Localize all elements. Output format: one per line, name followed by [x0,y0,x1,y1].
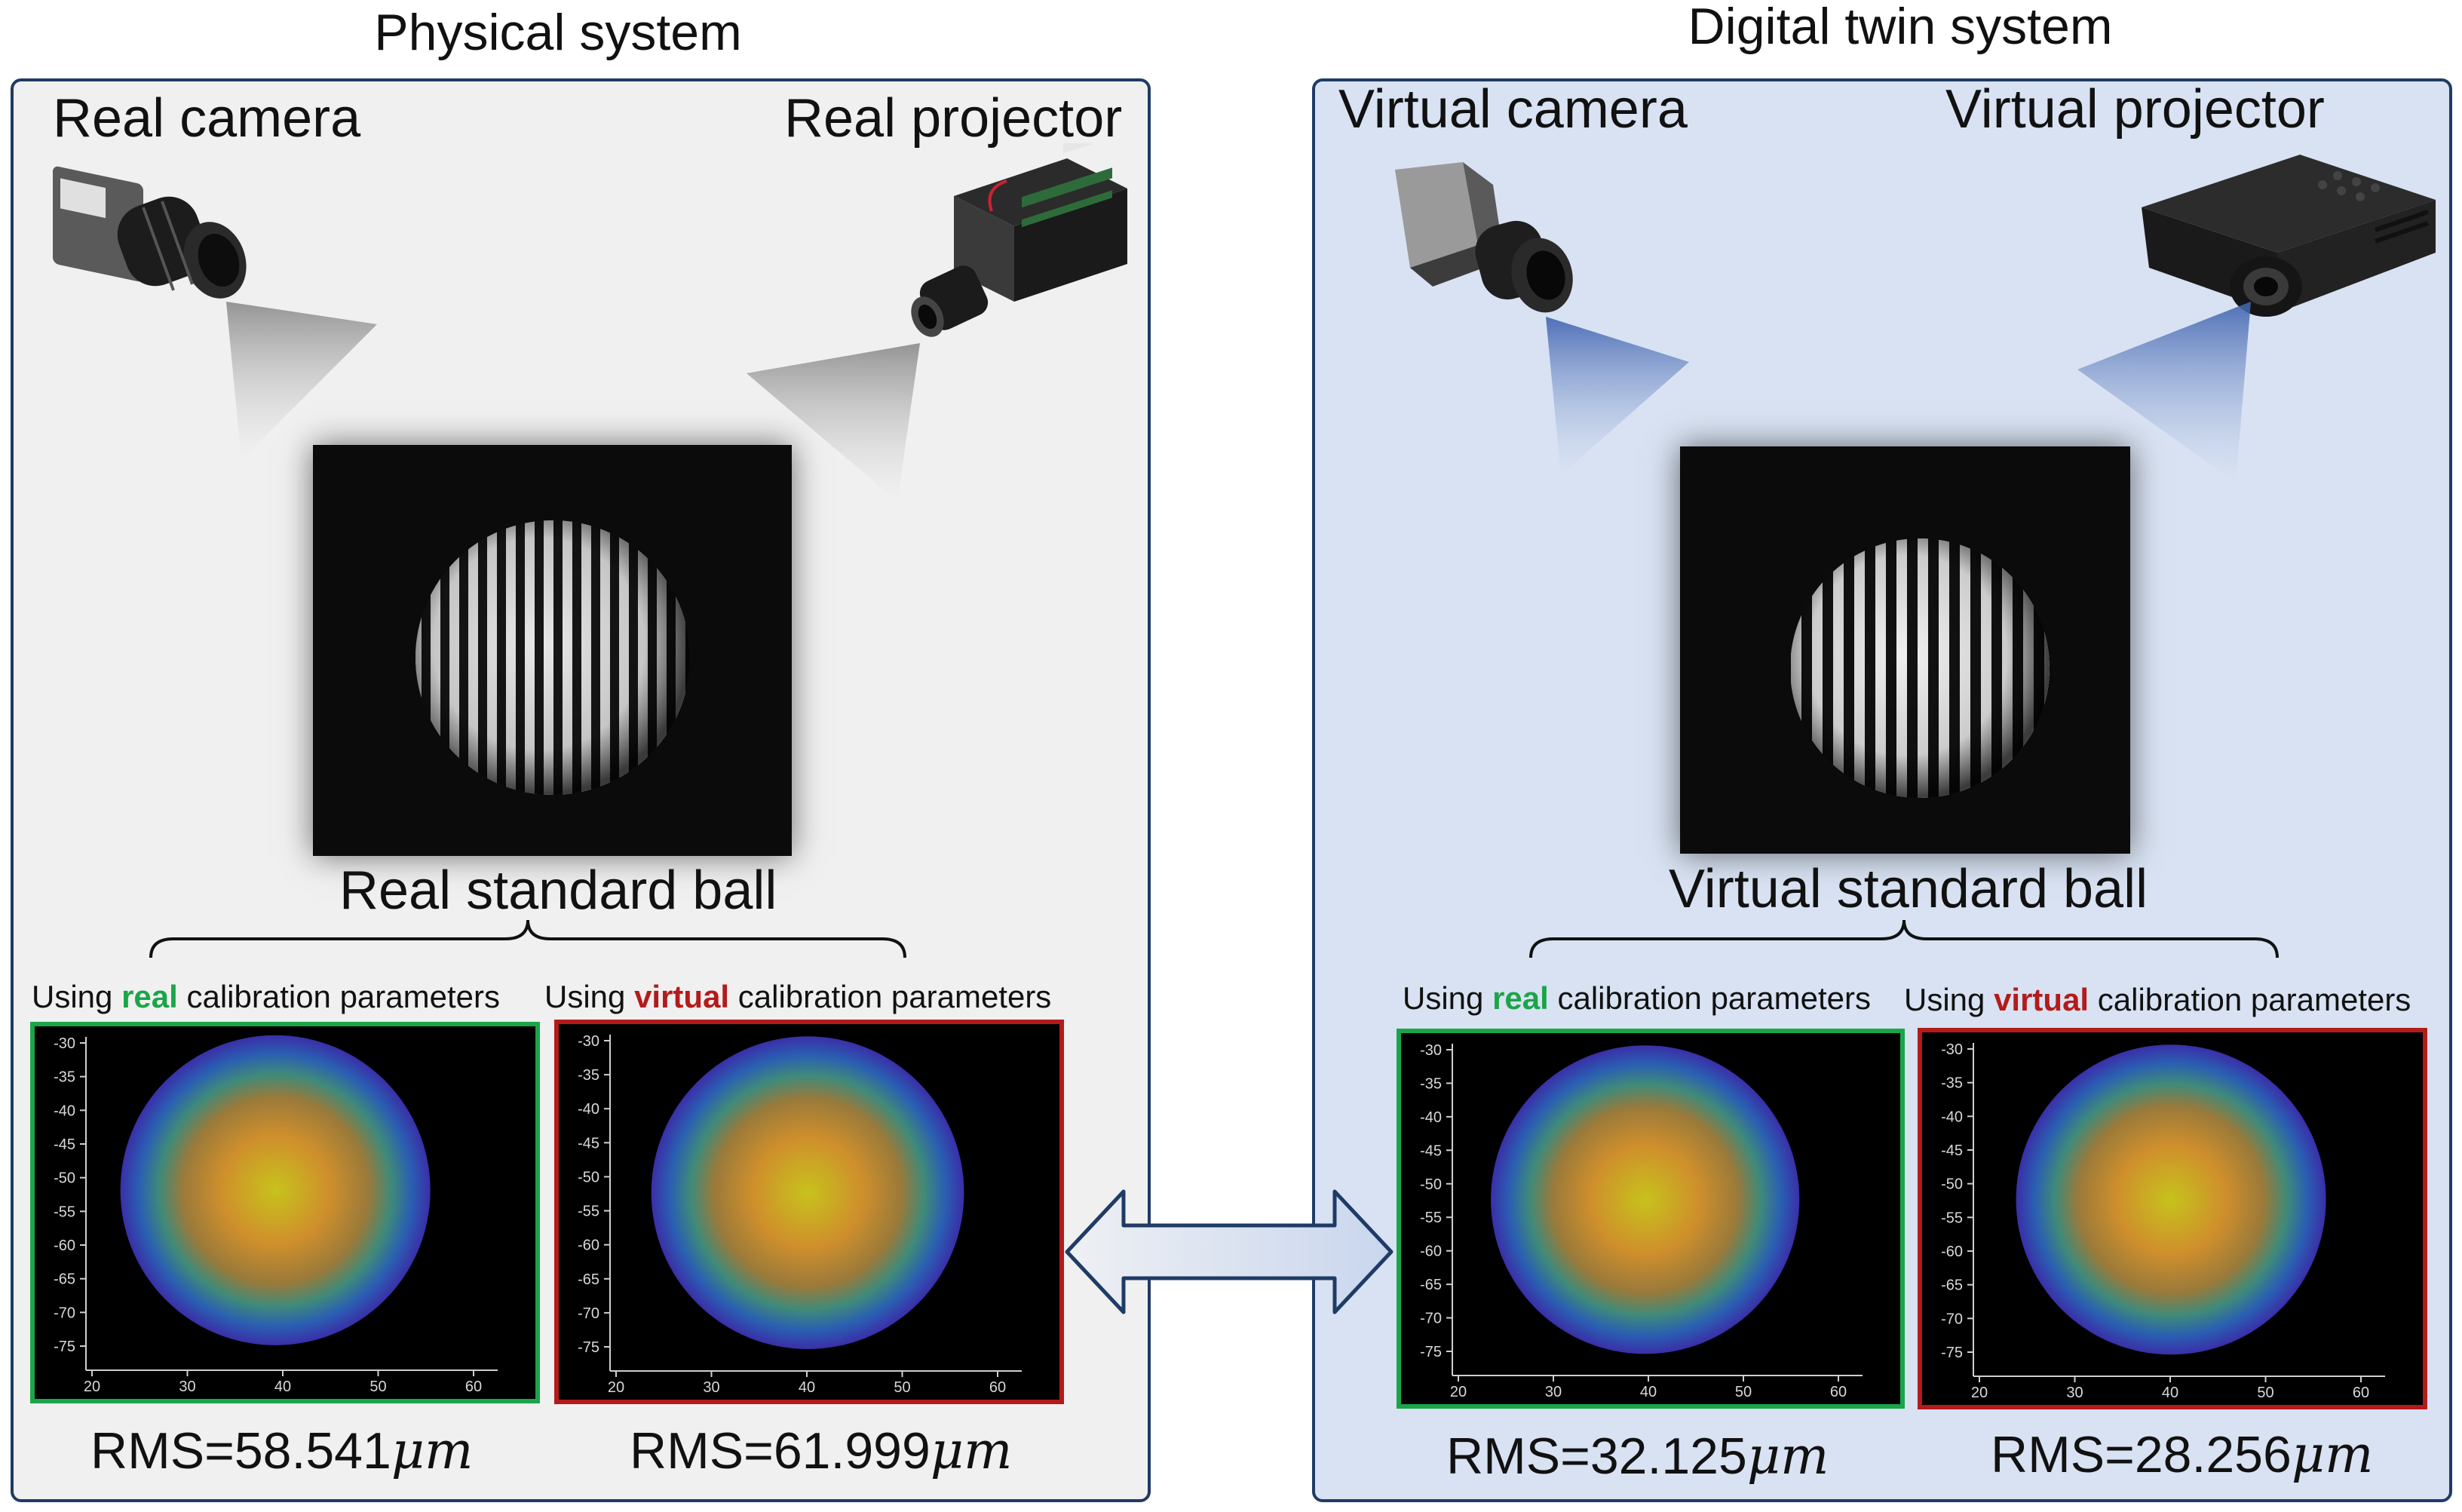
plot-physical-virtual: -30 -35 -40 -45 -50 -55 -60 -65 -70 -75 20 30 40 50 60 [554,1020,1064,1404]
y-tick-label: -30 [54,1035,75,1052]
y-tick-label: -45 [54,1136,75,1153]
y-tick-label: -75 [578,1339,599,1356]
x-tick-label: 60 [465,1379,482,1395]
rms-digital-real: RMS=32.125μm [1446,1427,1829,1486]
x-tick-label: 50 [894,1379,910,1396]
y-tick-label: -65 [54,1271,75,1288]
x-tick-label: 40 [1640,1384,1657,1400]
real-fringe-image [313,445,792,856]
y-tick-label: -40 [1941,1109,1963,1125]
y-tick-label: -40 [1420,1109,1442,1126]
physical-system-title: Physical system [374,4,742,61]
y-tick-label: -75 [54,1339,75,1355]
x-tick-label: 40 [799,1379,815,1396]
virtual-ball-label: Virtual standard ball [1669,859,2148,919]
y-tick-label: -50 [578,1169,599,1185]
plot-physical-real: -30 -35 -40 -45 -50 -55 -60 -65 -70 -75 20 30 40 50 60 [30,1022,540,1403]
virtual-ball-brace [1529,919,2279,958]
y-tick-label: -30 [1420,1042,1442,1059]
y-tick-label: -50 [54,1170,75,1187]
rms-digital-virtual: RMS=28.256μm [1991,1425,2374,1485]
virtual-projector-beam [2077,302,2251,483]
y-tick-label: -70 [54,1305,75,1321]
y-tick-label: -75 [1420,1344,1442,1360]
y-tick-label: -55 [54,1204,75,1220]
x-tick-label: 30 [179,1379,195,1395]
y-tick-label: -55 [578,1204,599,1220]
caption-physical-virtual: Using virtual calibration parameters [544,979,1052,1014]
y-tick-label: -35 [1420,1075,1442,1092]
reconstructed-ball [120,1035,431,1345]
y-tick-label: -35 [54,1069,75,1086]
x-tick-label: 40 [2162,1385,2178,1401]
real-projector-icon [911,143,1127,337]
x-tick-label: 20 [608,1379,624,1396]
real-camera-label: Real camera [53,88,361,149]
y-tick-label: -40 [54,1103,75,1119]
x-tick-label: 60 [2353,1385,2369,1401]
x-tick-label: 20 [1971,1385,1988,1401]
y-tick-label: -45 [578,1135,599,1152]
virtual-projector-icon [2142,155,2436,317]
y-tick-label: -60 [1420,1244,1442,1260]
y-tick-label: -45 [1941,1142,1963,1159]
y-tick-label: -60 [54,1238,75,1254]
y-tick-label: -50 [1941,1176,1963,1193]
y-tick-label: -55 [1941,1210,1963,1226]
y-tick-label: -70 [1941,1311,1963,1327]
y-tick-label: -45 [1420,1142,1442,1159]
real-ball-label: Real standard ball [339,860,777,921]
bidirectional-arrow [1065,1189,1393,1314]
y-tick-label: -30 [578,1033,599,1050]
y-tick-label: -60 [1941,1244,1963,1260]
y-tick-label: -70 [1420,1311,1442,1327]
x-tick-label: 20 [1450,1384,1467,1400]
reconstructed-ball [2016,1044,2326,1355]
digital-twin-title: Digital twin system [1688,0,2113,55]
reconstructed-ball [651,1036,964,1350]
plot-digital-virtual: -30 -35 -40 -45 -50 -55 -60 -65 -70 -75 20 30 40 50 60 [1918,1028,2427,1409]
real-camera-beam [226,302,377,460]
x-tick-label: 20 [84,1379,100,1395]
y-tick-label: -50 [1420,1176,1442,1193]
x-tick-label: 50 [2257,1385,2273,1401]
virtual-fringe-image [1680,446,2130,854]
x-tick-label: 60 [989,1379,1006,1396]
caption-digital-real: Using real calibration parameters [1403,980,1871,1016]
x-tick-label: 60 [1830,1384,1847,1400]
virtual-camera-icon [1395,162,1573,313]
rms-physical-virtual: RMS=61.999μm [630,1422,1013,1481]
y-tick-label: -70 [578,1305,599,1322]
real-camera-icon [53,166,247,299]
virtual-camera-beam [1546,317,1689,475]
y-tick-label: -35 [578,1067,599,1084]
virtual-camera-label: Virtual camera [1338,79,1688,140]
x-tick-label: 50 [369,1379,386,1395]
y-tick-label: -55 [1420,1210,1442,1226]
reconstructed-ball [1491,1045,1800,1354]
x-tick-label: 30 [703,1379,719,1396]
y-tick-label: -65 [1420,1277,1442,1293]
y-tick-label: -60 [578,1238,599,1254]
y-tick-label: -75 [1941,1345,1963,1361]
rms-physical-real: RMS=58.541μm [90,1422,474,1481]
y-tick-label: -40 [578,1101,599,1118]
y-tick-label: -35 [1941,1075,1963,1092]
x-tick-label: 50 [1735,1384,1752,1400]
y-tick-label: -30 [1941,1041,1963,1058]
x-tick-label: 30 [1545,1384,1562,1400]
real-ball-brace [149,919,906,958]
virtual-projector-label: Virtual projector [1945,79,2325,140]
x-tick-label: 40 [274,1379,291,1395]
plot-digital-real: -30 -35 -40 -45 -50 -55 -60 -65 -70 -75 20 30 40 50 60 [1397,1029,1905,1409]
caption-physical-real: Using real calibration parameters [32,979,500,1014]
caption-digital-virtual: Using virtual calibration parameters [1904,982,2411,1017]
real-projector-label: Real projector [784,88,1123,149]
x-tick-label: 30 [2066,1385,2083,1401]
real-projector-beam [747,343,920,501]
y-tick-label: -65 [578,1271,599,1288]
y-tick-label: -65 [1941,1277,1963,1294]
